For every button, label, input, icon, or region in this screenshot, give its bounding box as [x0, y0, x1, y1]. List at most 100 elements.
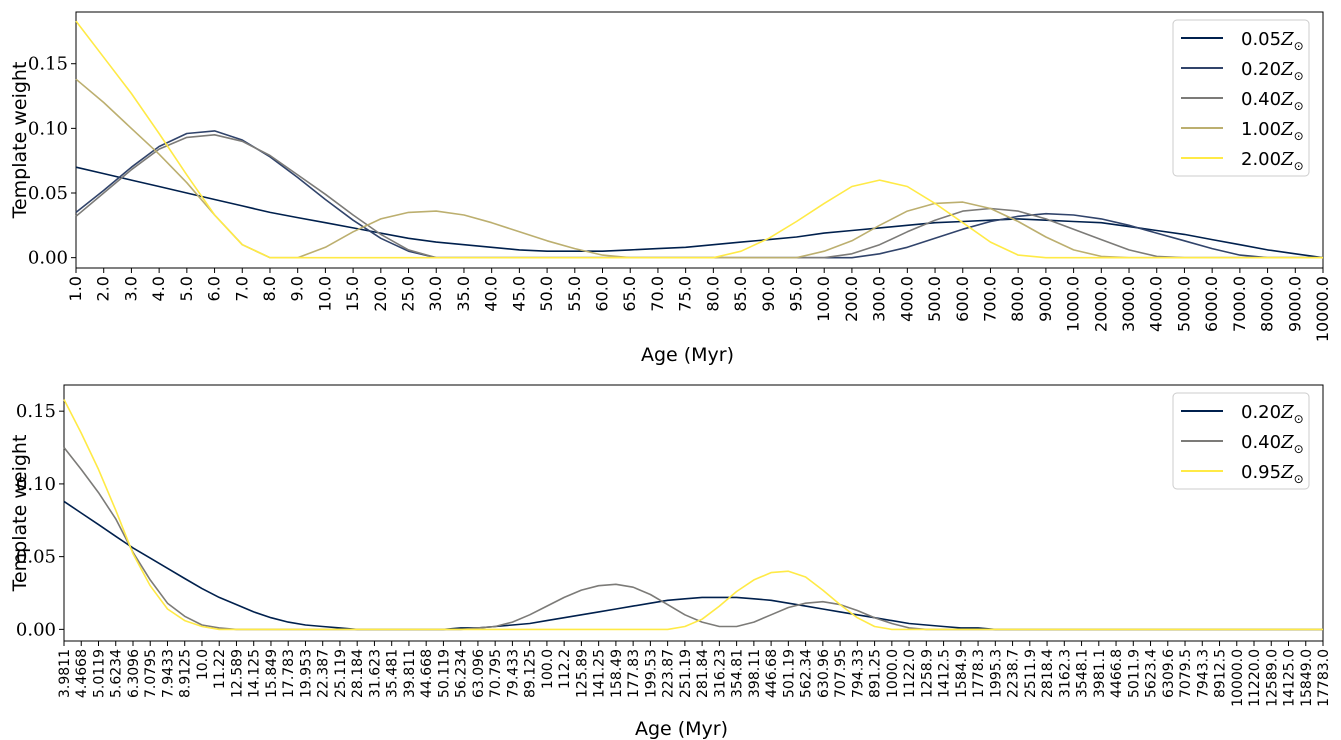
x-tick-label: 15.0: [343, 276, 362, 312]
legend-box: [1172, 392, 1310, 490]
x-tick-label: 63.096: [471, 649, 487, 698]
x-tick-label: 446.68: [764, 649, 780, 698]
x-tick-label: 44.668: [419, 649, 435, 698]
chart-panel-1: 0.00 0.05 0.10 0.15 1.0 2.0 3.0 4.0 5.0 6.0 7.0 8.0…: [9, 11, 1332, 366]
x-tick-label: 1995.3: [988, 649, 1004, 698]
x-tick-label: 70.795: [488, 649, 504, 698]
x-tick-label: 251.19: [678, 649, 694, 698]
x-tick-label: 8.9125: [178, 649, 194, 698]
x-tick-label: 3548.1: [1075, 649, 1091, 698]
x-tick-label: 8.0: [260, 276, 279, 301]
x-tick-label: 200.0: [842, 276, 861, 322]
x-tick-label: 354.81: [730, 649, 746, 698]
legend-label: 0.05Z⊙: [1241, 29, 1304, 53]
x-tick-label: 562.34: [799, 649, 815, 698]
x-tick-label: 30.0: [426, 276, 445, 312]
x-tick-label: 100.0: [814, 276, 833, 322]
x-tick-label: 10.0: [315, 276, 334, 312]
x-tick-label: 3000.0: [1119, 276, 1138, 332]
x-tick-label: 3162.3: [1057, 649, 1073, 698]
x-tick-label: 2238.7: [1006, 649, 1022, 698]
x-tick-label: 5.0119: [91, 649, 107, 698]
x-tick-label: 707.95: [833, 649, 849, 698]
x-tick-label: 158.49: [609, 649, 625, 698]
x-tick-label: 25.119: [333, 649, 349, 698]
x-tick-label: 12589.0: [1264, 649, 1280, 707]
series-line-0.95: [63, 399, 1323, 631]
x-tick-label: 2.0: [94, 276, 113, 301]
x-tick-label: 17783.0: [1316, 649, 1332, 707]
x-tick-label: 891.25: [868, 649, 884, 698]
legend-label: 0.20Z⊙: [1241, 402, 1304, 426]
y-tick-label: 0.00: [28, 248, 68, 269]
plot-area: [75, 11, 1324, 269]
x-tick-label: 6.0: [205, 276, 224, 301]
x-tick-label: 1000.0: [885, 649, 901, 698]
x-tick-label: 75.0: [676, 276, 695, 312]
x-tick-label: 630.96: [816, 649, 832, 698]
legend-label: 0.40Z⊙: [1241, 432, 1304, 456]
x-tick-label: 398.11: [747, 649, 763, 698]
x-tick-label: 223.87: [661, 649, 677, 698]
x-tick-label: 6.3096: [126, 649, 142, 698]
legend-label: 0.95Z⊙: [1241, 462, 1304, 486]
x-tick-label: 125.89: [574, 649, 590, 698]
x-tick-label: 8000.0: [1258, 276, 1277, 332]
legend-label: 1.00Z⊙: [1241, 119, 1304, 143]
x-tick-label: 600.0: [953, 276, 972, 322]
x-tick-label: 3.0: [121, 276, 140, 301]
x-tick-label: 3981.1: [1092, 649, 1108, 698]
x-tick-label: 4.0: [149, 276, 168, 301]
x-tick-label: 12.589: [229, 649, 245, 698]
x-tick-label: 199.53: [643, 649, 659, 698]
y-tick-label: 0.15: [28, 54, 68, 75]
series-line-1.00: [75, 78, 1323, 259]
x-tick-label: 2818.4: [1040, 649, 1056, 698]
legend-label: 0.40Z⊙: [1241, 89, 1304, 113]
x-tick-label: 39.811: [402, 649, 418, 698]
x-tick-label: 14.125: [247, 649, 263, 698]
x-tick-label: 2511.9: [1023, 649, 1039, 698]
x-tick-label: 7943.3: [1195, 649, 1211, 698]
x-tick-label: 700.0: [980, 276, 999, 322]
x-tick-label: 50.0: [537, 276, 556, 312]
y-tick-label: 0.00: [16, 619, 56, 640]
x-tick-label: 95.0: [786, 276, 805, 312]
x-tick-label: 316.23: [712, 649, 728, 698]
x-tick-label: 15849.0: [1299, 649, 1315, 707]
x-tick-label: 9000.0: [1285, 276, 1304, 332]
legend-label: 2.00Z⊙: [1241, 149, 1304, 173]
x-tick-label: 56.234: [454, 649, 470, 698]
y-tick-label: 0.15: [16, 401, 56, 422]
x-tick-label: 89.125: [523, 649, 539, 698]
x-tick-label: 7.9433: [160, 649, 176, 698]
x-tick-label: 22.387: [316, 649, 332, 698]
x-tick-label: 281.84: [695, 649, 711, 698]
x-tick-label: 25.0: [399, 276, 418, 312]
x-tick-label: 9.0: [288, 276, 307, 301]
plot-area: [63, 384, 1324, 642]
x-tick-label: 79.433: [505, 649, 521, 698]
x-tick-label: 15.849: [264, 649, 280, 698]
x-tick-label: 1258.9: [919, 649, 935, 698]
x-tick-label: 35.481: [385, 649, 401, 698]
x-tick-label: 40.0: [482, 276, 501, 312]
x-tick-label: 7079.5: [1178, 649, 1194, 698]
x-tick-label: 5623.4: [1144, 649, 1160, 698]
x-tick-label: 794.33: [850, 649, 866, 698]
x-axis-label: Age (Myr): [635, 718, 728, 740]
x-tick-label: 6309.6: [1161, 649, 1177, 698]
x-tick-label: 45.0: [509, 276, 528, 312]
x-tick-label: 7.0: [232, 276, 251, 301]
x-tick-label: 7000.0: [1230, 276, 1249, 332]
legend-label: 0.20Z⊙: [1241, 59, 1304, 83]
series-line-0.40: [63, 447, 1323, 631]
x-tick-label: 35.0: [454, 276, 473, 312]
x-tick-label: 500.0: [925, 276, 944, 322]
x-tick-label: 65.0: [620, 276, 639, 312]
x-tick-label: 17.783: [281, 649, 297, 698]
x-tick-label: 5.6234: [109, 649, 125, 698]
x-tick-label: 900.0: [1036, 276, 1055, 322]
series-line-0.20: [75, 130, 1323, 259]
x-tick-label: 10000.0: [1230, 649, 1246, 707]
